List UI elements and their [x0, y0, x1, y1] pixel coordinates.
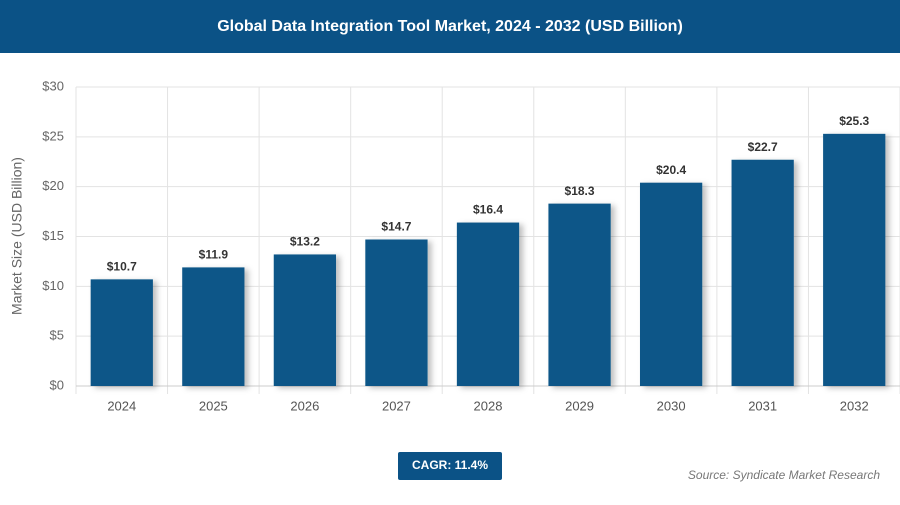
bar	[365, 239, 428, 386]
x-tick-label: 2026	[290, 398, 319, 413]
y-tick-label: $20	[42, 178, 64, 193]
x-tick-label: 2028	[474, 398, 503, 413]
data-label: $25.3	[839, 114, 869, 128]
y-axis-label: Market Size (USD Billion)	[9, 157, 25, 315]
data-label: $14.7	[381, 220, 411, 234]
bar	[90, 279, 153, 386]
data-label: $16.4	[473, 203, 503, 217]
chart-title: Global Data Integration Tool Market, 202…	[217, 18, 683, 35]
x-tick-label: 2031	[748, 398, 777, 413]
data-label: $11.9	[199, 248, 229, 262]
header-bar	[0, 0, 900, 53]
y-tick-label: $30	[42, 78, 64, 93]
data-label: $22.7	[748, 140, 778, 154]
data-label: $20.4	[656, 163, 686, 177]
y-tick-label: $25	[42, 128, 64, 143]
y-tick-label: $0	[50, 377, 64, 392]
x-tick-label: 2027	[382, 398, 411, 413]
y-tick-label: $10	[42, 278, 64, 293]
x-tick-label: 2030	[657, 398, 686, 413]
data-label: $18.3	[565, 184, 595, 198]
bar	[823, 133, 886, 386]
y-tick-label: $5	[50, 328, 64, 343]
bar	[639, 182, 703, 386]
data-label: $10.7	[107, 260, 137, 274]
bar	[731, 159, 794, 386]
bar	[548, 203, 611, 386]
bar	[273, 254, 337, 386]
x-tick-label: 2029	[565, 398, 594, 413]
source-note: Source: Syndicate Market Research	[688, 468, 880, 482]
x-tick-label: 2025	[199, 398, 228, 413]
cagr-box	[398, 452, 502, 480]
x-tick-label: 2032	[840, 398, 869, 413]
bar	[456, 222, 520, 386]
cagr-label: CAGR: 11.4%	[412, 458, 488, 472]
x-tick-label: 2024	[107, 398, 136, 413]
data-label: $13.2	[290, 235, 320, 249]
y-tick-label: $15	[42, 228, 64, 243]
bar	[182, 267, 245, 386]
